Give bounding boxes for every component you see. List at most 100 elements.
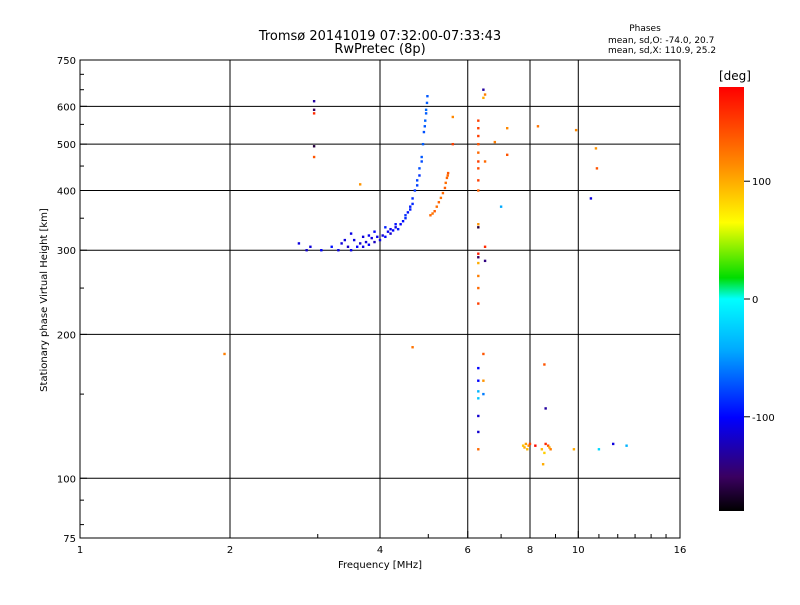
echo-point [477, 126, 480, 130]
echo-point [406, 211, 410, 214]
echo-point [574, 128, 578, 132]
echo-point [536, 125, 540, 128]
echo-point [546, 444, 550, 447]
y-axis-ticks: 75 100 200 300 400 500 600 750 [57, 56, 87, 545]
chart-title-line2: RwPretec (8p) [334, 42, 425, 57]
echo-point [597, 448, 601, 451]
y-tick-label: 100 [57, 474, 76, 485]
echo-point [477, 448, 480, 451]
echo-point [477, 261, 480, 265]
echo-point [312, 155, 316, 159]
echo-point [340, 242, 343, 245]
phase-stats-header: Phases [629, 24, 661, 34]
echo-point [499, 205, 503, 208]
echo-point [346, 245, 350, 248]
echo-point [451, 115, 455, 119]
echo-point [482, 352, 485, 356]
echo-point [352, 238, 356, 242]
echo-point [505, 126, 509, 130]
x-tick-label: 1 [77, 545, 83, 556]
echo-point [373, 230, 376, 233]
echo-point [424, 108, 428, 112]
echo-point [411, 197, 414, 200]
echo-point [543, 363, 546, 366]
echo-point [444, 181, 447, 185]
echo-point [418, 167, 421, 170]
echo-point [505, 153, 509, 157]
echo-point [411, 202, 414, 206]
phase-stats-x: mean, sd,X: 110.9, 25.2 [608, 46, 716, 56]
echo-point [477, 223, 480, 226]
echo-point [482, 96, 485, 100]
echo-point [343, 238, 347, 242]
echo-point [370, 236, 373, 240]
echo-point [394, 226, 397, 229]
echo-point [396, 227, 400, 231]
echo-point [349, 232, 353, 235]
x-tick-label: 8 [527, 545, 533, 556]
echo-point [534, 444, 537, 447]
echo-point [549, 448, 552, 451]
y-tick-label: 300 [57, 246, 76, 257]
echo-point [361, 235, 365, 239]
echo-point [413, 189, 417, 192]
echo-point [358, 242, 362, 245]
echo-point [589, 197, 593, 200]
echo-point [367, 243, 371, 246]
echo-point [391, 229, 395, 232]
echo-point [477, 379, 480, 382]
echo-point [543, 451, 546, 455]
echo-point [337, 249, 340, 252]
chart-title-line1: Tromsø 20141019 07:32:00-07:33:43 [258, 29, 501, 44]
echo-point [482, 88, 485, 91]
echo-point [477, 167, 480, 170]
echo-point [483, 245, 487, 248]
echo-point [361, 245, 365, 248]
x-tick-label: 16 [674, 545, 687, 556]
echo-point [477, 414, 480, 418]
echo-point [437, 201, 441, 204]
echo-point [611, 442, 615, 446]
echo-point [433, 210, 436, 213]
colorbar-tick-label: 0 [752, 295, 758, 306]
echo-point [443, 186, 447, 190]
echo-point [355, 245, 359, 248]
echo-point [305, 249, 308, 252]
echo-point [309, 245, 312, 248]
colorbar-label: [deg] [719, 69, 751, 83]
echo-point [493, 140, 497, 144]
echo-point [482, 392, 485, 396]
echo-point [595, 167, 599, 170]
echo-point [594, 147, 598, 150]
echo-point [435, 205, 438, 208]
echo-point [477, 286, 480, 290]
echo-point [572, 448, 576, 451]
echo-point [399, 223, 402, 226]
echo-point [411, 346, 414, 349]
echo-point [445, 176, 449, 180]
echo-point [477, 366, 480, 370]
echo-point [477, 134, 480, 138]
echo-point [386, 230, 390, 233]
phase-stats-o: mean, sd,O: -74.0, 20.7 [608, 36, 714, 46]
echo-point [381, 234, 384, 237]
echo-point [527, 444, 530, 447]
echo-point [439, 196, 443, 200]
data-points [223, 88, 628, 466]
echo-point [528, 442, 532, 446]
echo-point [524, 442, 528, 446]
echo-point [477, 397, 480, 400]
colorbar-tick-label: 100 [752, 177, 771, 188]
echo-point [312, 108, 316, 112]
echo-point [441, 191, 445, 195]
echo-point [483, 160, 487, 163]
echo-point [477, 274, 480, 278]
echo-point [423, 125, 426, 128]
echo-point [625, 444, 628, 447]
y-tick-label: 200 [57, 330, 76, 341]
echo-point [429, 214, 432, 217]
x-axis-ticks: 1 2 4 6 8 10 16 [77, 531, 687, 556]
echo-point [526, 448, 529, 451]
echo-point [477, 119, 480, 122]
echo-point [394, 223, 397, 226]
